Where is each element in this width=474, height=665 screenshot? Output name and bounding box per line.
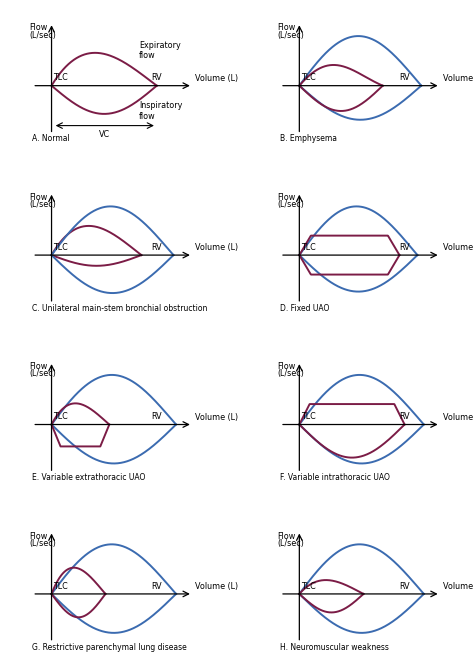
Text: RV: RV	[400, 581, 410, 591]
Text: RV: RV	[400, 412, 410, 421]
Text: Flow: Flow	[30, 23, 48, 33]
Text: TLC: TLC	[53, 73, 68, 82]
Text: VC: VC	[99, 130, 110, 139]
Text: Flow: Flow	[277, 23, 296, 33]
Text: (L/sec): (L/sec)	[277, 200, 304, 209]
Text: D. Fixed UAO: D. Fixed UAO	[280, 304, 329, 313]
Text: Flow: Flow	[277, 531, 296, 541]
Text: TLC: TLC	[301, 581, 315, 591]
Text: RV: RV	[152, 73, 162, 82]
Text: TLC: TLC	[301, 73, 315, 82]
Text: TLC: TLC	[301, 243, 315, 251]
Text: TLC: TLC	[301, 412, 315, 421]
Text: TLC: TLC	[53, 581, 68, 591]
Text: TLC: TLC	[53, 412, 68, 421]
Text: Volume (L): Volume (L)	[443, 243, 474, 252]
Text: H. Neuromuscular weakness: H. Neuromuscular weakness	[280, 642, 389, 652]
Text: (L/sec): (L/sec)	[30, 200, 56, 209]
Text: Volume (L): Volume (L)	[195, 74, 238, 82]
Text: RV: RV	[400, 243, 410, 251]
Text: A. Normal: A. Normal	[32, 134, 70, 144]
Text: B. Emphysema: B. Emphysema	[280, 134, 337, 144]
Text: (L/sec): (L/sec)	[30, 31, 56, 40]
Text: Flow: Flow	[30, 531, 48, 541]
Text: RV: RV	[152, 412, 162, 421]
Text: C. Unilateral main-stem bronchial obstruction: C. Unilateral main-stem bronchial obstru…	[32, 304, 208, 313]
Text: Flow: Flow	[30, 193, 48, 201]
Text: Volume (L): Volume (L)	[443, 74, 474, 82]
Text: Expiratory
flow: Expiratory flow	[139, 41, 181, 61]
Text: (L/sec): (L/sec)	[277, 539, 304, 548]
Text: Volume (L): Volume (L)	[443, 412, 474, 422]
Text: RV: RV	[400, 73, 410, 82]
Text: Volume (L): Volume (L)	[443, 582, 474, 591]
Text: RV: RV	[152, 243, 162, 251]
Text: E. Variable extrathoracic UAO: E. Variable extrathoracic UAO	[32, 473, 146, 482]
Text: (L/sec): (L/sec)	[277, 31, 304, 40]
Text: Flow: Flow	[30, 362, 48, 371]
Text: (L/sec): (L/sec)	[30, 539, 56, 548]
Text: (L/sec): (L/sec)	[30, 370, 56, 378]
Text: G. Restrictive parenchymal lung disease: G. Restrictive parenchymal lung disease	[32, 642, 187, 652]
Text: F. Variable intrathoracic UAO: F. Variable intrathoracic UAO	[280, 473, 390, 482]
Text: Flow: Flow	[277, 362, 296, 371]
Text: Volume (L): Volume (L)	[195, 582, 238, 591]
Text: Volume (L): Volume (L)	[195, 243, 238, 252]
Text: (L/sec): (L/sec)	[277, 370, 304, 378]
Text: Inspiratory
flow: Inspiratory flow	[139, 101, 182, 120]
Text: TLC: TLC	[53, 243, 68, 251]
Text: RV: RV	[152, 581, 162, 591]
Text: Flow: Flow	[277, 193, 296, 201]
Text: Volume (L): Volume (L)	[195, 412, 238, 422]
